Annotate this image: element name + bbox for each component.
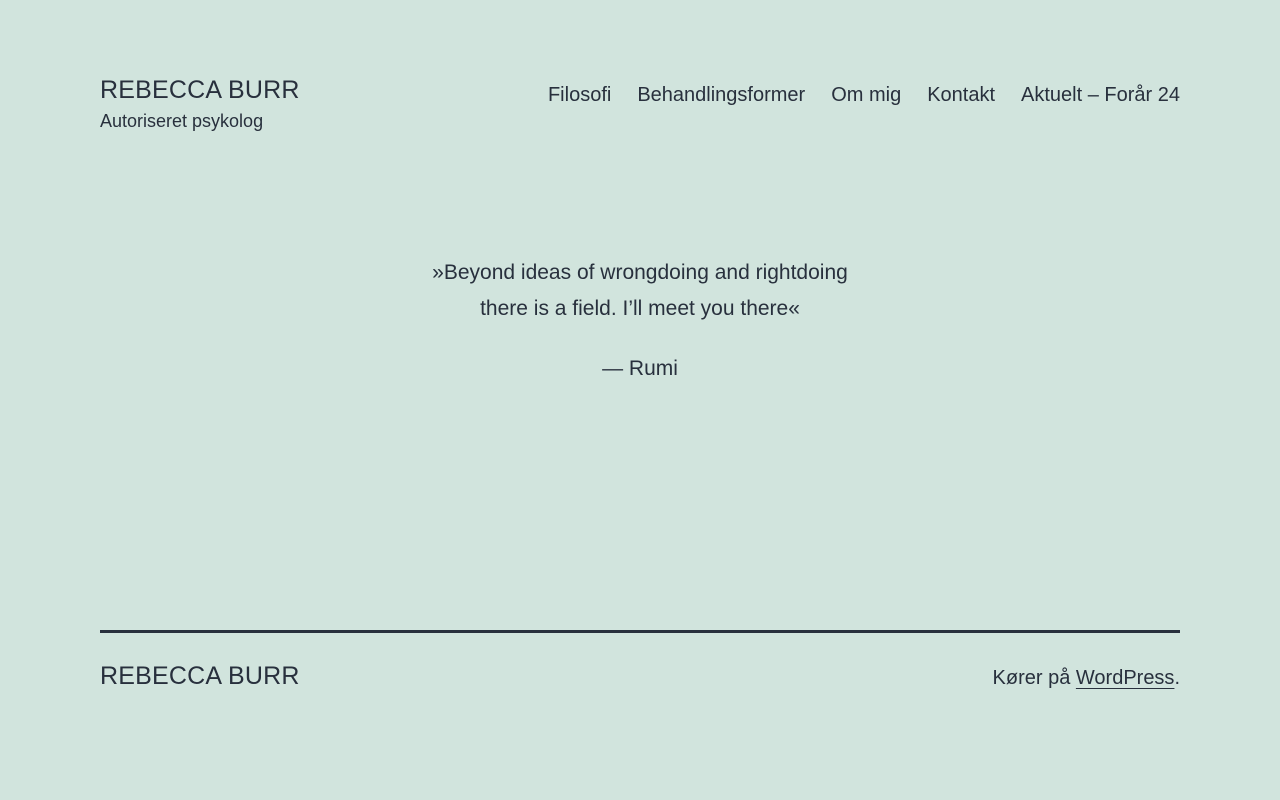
nav-item: Behandlingsformer [637, 85, 805, 105]
nav-link-kontakt[interactable]: Kontakt [927, 84, 996, 106]
quote-paragraph: »Beyond ideas of wrongdoing and rightdoi… [100, 255, 1180, 326]
site-tagline: Autoriseret psykolog [100, 111, 264, 131]
nav-item: Kontakt [927, 85, 995, 105]
footer-inner: REBECCA BURR Kører på WordPress. [100, 633, 1180, 691]
footer-site-name-link[interactable]: REBECCA BURR [100, 662, 300, 691]
powered-by-suffix: . [1174, 667, 1180, 690]
site-branding: REBECCA BURR Autoriseret psykolog [100, 75, 1180, 132]
site-title: REBECCA BURR [100, 75, 1180, 105]
powered-by-prefix: Kører på [992, 667, 1076, 690]
nav-link-filosofi[interactable]: Filosofi [547, 84, 612, 106]
nav-item: Aktuelt – Forår 24 [1021, 85, 1180, 105]
nav-link-om-mig[interactable]: Om mig [831, 84, 902, 106]
nav-link-behandlingsformer[interactable]: Behandlingsformer [637, 84, 806, 106]
powered-by: Kører på WordPress. [993, 666, 1180, 690]
quote-line: there is a field. I’ll meet you there« [480, 296, 800, 320]
quote-line: »Beyond ideas of wrongdoing and rightdoi… [432, 261, 848, 284]
page-container: REBECCA BURR Autoriseret psykolog Filoso… [100, 0, 1180, 691]
wordpress-link[interactable]: WordPress [1075, 667, 1175, 690]
nav-link-aktuelt[interactable]: Aktuelt – Forår 24 [1021, 84, 1180, 106]
quote-attribution: — Rumi [602, 357, 678, 381]
site-header: REBECCA BURR Autoriseret psykolog Filoso… [100, 0, 1180, 132]
main-content: »Beyond ideas of wrongdoing and rightdoi… [100, 255, 1180, 387]
site-title-link[interactable]: REBECCA BURR [100, 76, 300, 104]
site-footer: REBECCA BURR Kører på WordPress. [100, 630, 1180, 691]
nav-item: Filosofi [548, 85, 611, 105]
nav-item: Om mig [831, 85, 901, 105]
primary-nav: Filosofi Behandlingsformer Om mig Kontak… [548, 85, 1180, 105]
nav-menu: Filosofi Behandlingsformer Om mig Kontak… [548, 85, 1180, 105]
